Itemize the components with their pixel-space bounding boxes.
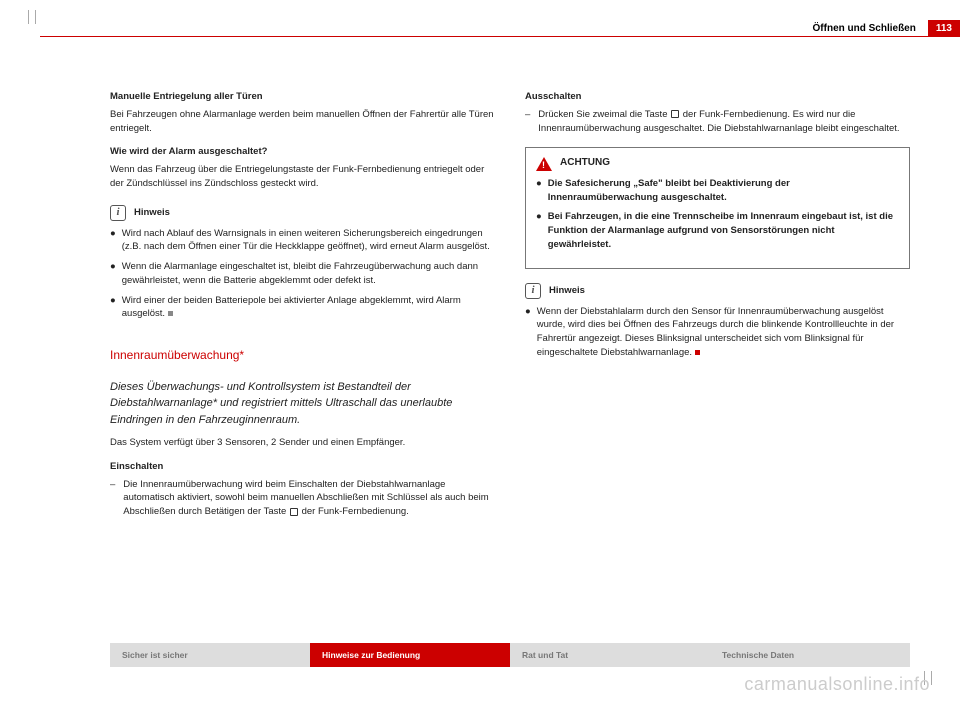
achtung-header: ACHTUNG <box>536 156 899 171</box>
bullet-item: ● Die Safesicherung „Safe" bleibt bei De… <box>536 177 899 205</box>
achtung-label: ACHTUNG <box>560 156 610 171</box>
bullet-text: Wenn der Diebstahlalarm durch den Sensor… <box>537 305 910 360</box>
info-icon: i <box>525 283 541 299</box>
bullet-text: Die Safesicherung „Safe" bleibt bei Deak… <box>548 177 899 205</box>
para-manual-unlock: Bei Fahrzeugen ohne Alarmanlage werden b… <box>110 108 495 136</box>
dash-icon: – <box>525 108 530 136</box>
watermark: carmanualsonline.info <box>744 674 930 695</box>
heading-ausschalten: Ausschalten <box>525 90 910 104</box>
info-icon: i <box>110 205 126 221</box>
heading-alarm-off: Wie wird der Alarm ausgeschaltet? <box>110 145 495 159</box>
bullet-item: ● Wird nach Ablauf des Warnsignals in ei… <box>110 227 495 255</box>
hinweis-label: Hinweis <box>549 284 585 298</box>
hinweis-row: i Hinweis <box>110 205 495 221</box>
dash-text: Die Innenraumüberwachung wird beim Einsc… <box>123 478 495 519</box>
bullet-item: ● Wenn der Diebstahlalarm durch den Sens… <box>525 305 910 360</box>
section-subtitle: Dieses Überwachungs- und Kontrollsystem … <box>110 379 495 429</box>
heading-manual-unlock: Manuelle Entriegelung aller Türen <box>110 90 495 104</box>
bullet-icon: ● <box>536 177 542 205</box>
footer-tabs: Sicher ist sicher Hinweise zur Bedienung… <box>110 643 910 667</box>
bullet-icon: ● <box>536 210 542 251</box>
achtung-box: ACHTUNG ● Die Safesicherung „Safe" bleib… <box>525 147 910 268</box>
bullet-item: ● Bei Fahrzeugen, in die eine Trennschei… <box>536 210 899 251</box>
footer-tab-hinweise[interactable]: Hinweise zur Bedienung <box>310 643 510 667</box>
end-mark-icon <box>695 350 700 355</box>
dash-item: – Die Innenraumüberwachung wird beim Ein… <box>110 478 495 519</box>
bullet-text: Wird nach Ablauf des Warnsignals in eine… <box>122 227 495 255</box>
bullet-item: ● Wenn die Alarmanlage eingeschaltet ist… <box>110 260 495 288</box>
bullet-text: Wenn die Alarmanlage eingeschaltet ist, … <box>122 260 495 288</box>
dash-item: – Drücken Sie zweimal die Taste der Funk… <box>525 108 910 136</box>
footer-tab-technische[interactable]: Technische Daten <box>710 643 910 667</box>
lock-icon <box>290 508 298 516</box>
footer-tab-rat[interactable]: Rat und Tat <box>510 643 710 667</box>
bullet-text: Bei Fahrzeugen, in die eine Trennscheibe… <box>548 210 899 251</box>
header-section-title: Öffnen und Schließen <box>813 23 916 34</box>
binding-mark <box>28 10 36 24</box>
section-title: Innenraumüberwachung* <box>110 347 495 364</box>
hinweis-label: Hinweis <box>134 206 170 220</box>
header-rule <box>40 36 960 37</box>
warning-triangle-icon <box>536 157 552 171</box>
bullet-icon: ● <box>110 227 116 255</box>
bullet-item: ● Wird einer der beiden Batteriepole bei… <box>110 294 495 322</box>
bullet-text: Wird einer der beiden Batteriepole bei a… <box>122 294 495 322</box>
para-alarm-off: Wenn das Fahrzeug über die Entriegelungs… <box>110 163 495 191</box>
footer-tab-sicher[interactable]: Sicher ist sicher <box>110 643 310 667</box>
end-mark-icon <box>168 311 173 316</box>
page-number: 113 <box>928 20 960 37</box>
bullet-icon: ● <box>110 260 116 288</box>
para-sensors: Das System verfügt über 3 Sensoren, 2 Se… <box>110 436 495 450</box>
lock-icon <box>671 110 679 118</box>
content-area: Manuelle Entriegelung aller Türen Bei Fa… <box>110 80 910 527</box>
bullet-icon: ● <box>525 305 531 360</box>
hinweis-row: i Hinweis <box>525 283 910 299</box>
right-column: Ausschalten – Drücken Sie zweimal die Ta… <box>525 80 910 527</box>
heading-einschalten: Einschalten <box>110 460 495 474</box>
dash-text: Drücken Sie zweimal die Taste der Funk-F… <box>538 108 910 136</box>
page-header: Öffnen und Schließen 113 <box>813 20 960 37</box>
dash-icon: – <box>110 478 115 519</box>
bullet-icon: ● <box>110 294 116 322</box>
left-column: Manuelle Entriegelung aller Türen Bei Fa… <box>110 80 495 527</box>
